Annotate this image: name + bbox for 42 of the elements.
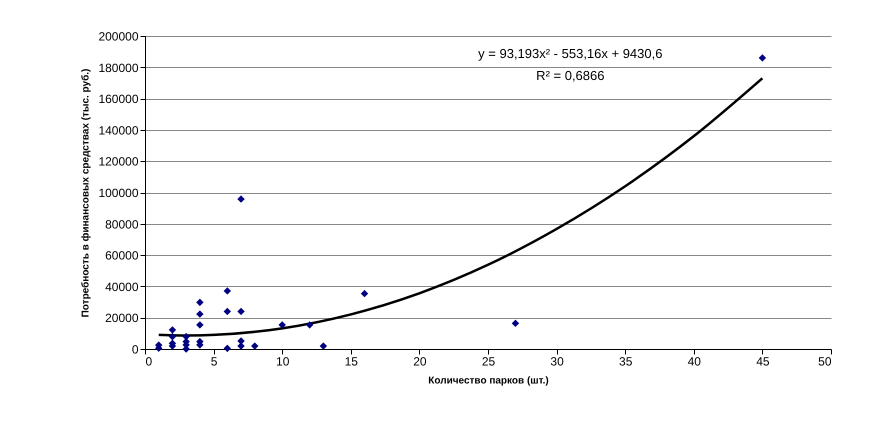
- point: [237, 195, 245, 203]
- point: [306, 321, 314, 329]
- y-axis-title: Потребность в финансовых средствах (тыс. руб.): [80, 68, 92, 318]
- y-tick-label: 80000: [105, 217, 139, 232]
- point: [196, 310, 204, 318]
- point: [224, 308, 232, 316]
- y-tick-label: 120000: [98, 154, 139, 169]
- y-tick-label: 60000: [105, 248, 139, 263]
- point: [360, 290, 368, 298]
- y-tick-label: 20000: [105, 311, 139, 326]
- point: [168, 332, 176, 340]
- point: [196, 321, 204, 329]
- point: [758, 54, 766, 62]
- point: [237, 308, 245, 316]
- x-tick-label: 50: [818, 354, 832, 368]
- point: [168, 326, 176, 334]
- x-tick-label: 5: [210, 354, 218, 368]
- x-axis-title: Количество парков (шт.): [428, 376, 549, 386]
- point: [224, 287, 232, 295]
- x-tick-label: 30: [550, 354, 564, 368]
- y-tick-label: 200000: [98, 30, 139, 44]
- annotation: R² = 0,6866: [536, 68, 604, 83]
- x-tick-label: 25: [482, 354, 496, 368]
- x-tick-label: 35: [619, 354, 633, 368]
- x-tick-label: 40: [688, 354, 702, 368]
- y-tick-label: 180000: [98, 60, 139, 75]
- x-tick-label: 15: [344, 354, 358, 368]
- y-tick-label: 160000: [98, 92, 139, 106]
- y-tick-label: 40000: [105, 280, 139, 294]
- x-tick-label: 10: [276, 354, 290, 368]
- point: [224, 344, 232, 352]
- point: [278, 321, 286, 329]
- annotation: y = 93,193x² - 553,16x + 9430,6: [478, 46, 662, 61]
- y-tick-label: 140000: [98, 123, 139, 138]
- point: [196, 298, 204, 306]
- y-tick-label: 100000: [98, 186, 139, 200]
- x-tick-label: 0: [146, 354, 152, 368]
- x-tick-label: 20: [413, 354, 427, 368]
- y-tick-label: 0: [132, 342, 139, 356]
- x-tick-label: 45: [756, 354, 770, 368]
- point: [512, 320, 520, 328]
- point: [320, 342, 328, 350]
